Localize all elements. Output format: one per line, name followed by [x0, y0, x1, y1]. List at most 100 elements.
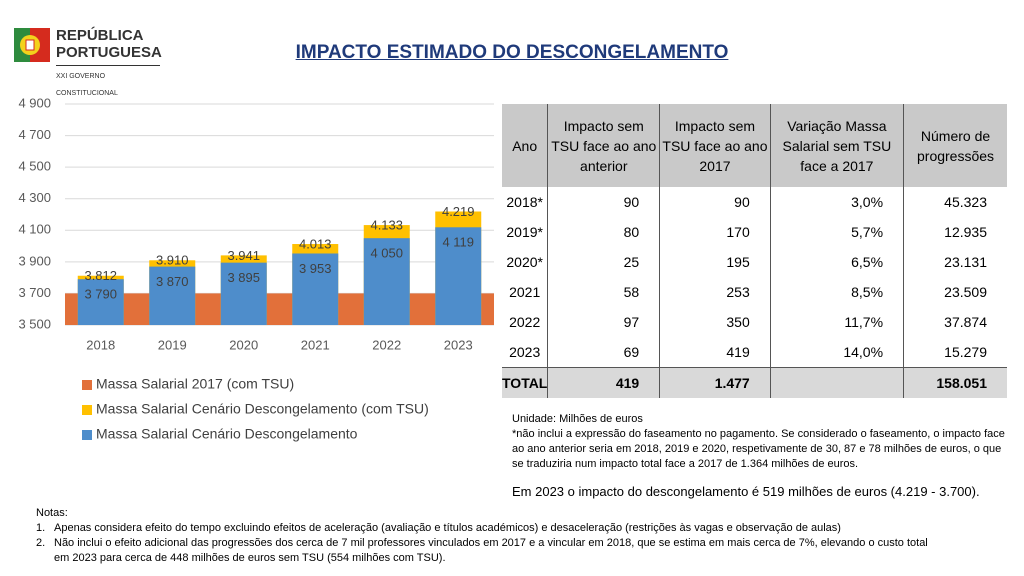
x-tick-label: 2021	[301, 337, 330, 352]
column-header: Ano	[502, 104, 548, 187]
table-cell: 58	[547, 277, 660, 307]
data-label: 4.219	[442, 204, 475, 219]
table-cell: 8,5%	[769, 277, 904, 307]
note-item: 1. Apenas considera efeito do tempo exclu…	[36, 521, 936, 536]
y-tick-label: 3 900	[18, 253, 51, 268]
data-label: 4 119	[442, 235, 474, 250]
table-cell: 195	[659, 247, 771, 277]
data-label: 3 953	[299, 261, 332, 276]
note-text: Apenas considera efeito do tempo excluin…	[54, 522, 841, 534]
bar	[363, 238, 410, 325]
table-cell: 253	[659, 277, 771, 307]
column-header: Número de progressões	[903, 104, 1007, 187]
legend-swatch	[82, 430, 92, 440]
total-cell: 1.477	[659, 367, 771, 398]
title-text: IMPACTO ESTIMADO DO DESCONGELAMENTO	[295, 42, 729, 63]
logo-line: PORTUGUESA	[56, 44, 162, 61]
logo-line: XXI GOVERNO CONSTITUCIONAL	[56, 65, 160, 102]
legend-label: Massa Salarial Cenário Descongelamento	[96, 426, 358, 442]
x-tick-label: 2023	[444, 337, 473, 352]
table-row: 2019* 80 170 5,7% 12.935	[502, 217, 1007, 247]
bar	[292, 253, 339, 325]
table-cell: 5,7%	[769, 217, 904, 247]
total-row: TOTAL 419 1.477 158.051	[502, 367, 1007, 398]
y-tick-label: 4 500	[18, 159, 51, 174]
data-label: 3.941	[227, 248, 260, 263]
table-cell: 2018*	[506, 194, 543, 210]
table-cell: 2023	[509, 344, 541, 360]
legend-swatch	[82, 405, 92, 415]
column-header: Variação Massa Salarial sem TSU face a 2…	[769, 104, 904, 187]
footnote: *não inclui a expressão do faseamento no…	[512, 428, 1005, 470]
table-row: 2020* 25 195 6,5% 23.131	[502, 247, 1007, 277]
table-cell: 69	[547, 337, 660, 368]
title: IMPACTO ESTIMADO DO DESCONGELAMENTO	[0, 42, 1024, 64]
logo-emblem	[14, 28, 50, 62]
legend-label: Massa Salarial Cenário Descongelamento (…	[96, 401, 429, 417]
table-row: 2018* 90 90 3,0% 45.323	[502, 187, 1007, 217]
table-cell: 37.874	[903, 307, 1007, 337]
data-label: 3 870	[156, 274, 189, 289]
data-label: 3 790	[84, 287, 117, 302]
chart: 3 500 3 700 3 900 4 100 4 300 4 500 4 700 4 900…	[18, 95, 494, 442]
notes-list: 1. Apenas considera efeito do tempo exclu…	[36, 521, 936, 566]
notes-heading: Notas:	[36, 507, 68, 519]
logo-line: REPÚBLICA	[56, 27, 144, 44]
table-cell: 2019*	[506, 224, 543, 240]
data-label: 3.812	[84, 268, 117, 283]
note-text: Não inclui o efeito adicional das progre…	[54, 537, 928, 564]
table-cell: 80	[547, 217, 660, 247]
x-tick-label: 2022	[372, 337, 401, 352]
y-tick-label: 4 900	[18, 95, 51, 110]
header-row: Ano Impacto sem TSU face ao ano anterior I…	[502, 104, 1007, 187]
column-header: Impacto sem TSU face ao ano anterior	[547, 104, 660, 187]
y-tick-label: 4 700	[18, 127, 51, 142]
table-cell: 419	[659, 337, 771, 368]
y-tick-label: 4 300	[18, 190, 51, 205]
table-row: 2023 69 419 14,0% 15.279	[502, 337, 1007, 368]
data-label: 4.013	[299, 236, 332, 251]
table-cell: 3,0%	[769, 187, 904, 217]
table-row: 2021 58 253 8,5% 23.509	[502, 277, 1007, 307]
table-cell: 90	[659, 187, 771, 217]
bar	[77, 279, 124, 325]
table-cell: 6,5%	[769, 247, 904, 277]
x-tick-label: 2019	[158, 337, 187, 352]
table-cell: 14,0%	[769, 337, 904, 368]
data-table: Ano Impacto sem TSU face ao ano anterior I…	[502, 104, 1007, 398]
total-cell: TOTAL	[502, 367, 548, 398]
y-tick-label: 3 700	[18, 285, 51, 300]
table-cell: 15.279	[903, 337, 1007, 368]
logo-text: REPÚBLICA PORTUGUESA XXI GOVERNO CONSTIT…	[56, 27, 162, 102]
unit: Unidade: Milhões de euros	[512, 413, 643, 425]
conclusion: Em 2023 o impacto do descongelamento é 5…	[512, 484, 980, 499]
table-cell: 11,7%	[769, 307, 904, 337]
total-cell	[769, 367, 904, 398]
table-cell: 2021	[509, 284, 541, 300]
y-tick-label: 4 100	[18, 222, 51, 237]
table-cell: 2022	[509, 314, 541, 330]
data-label: 4.133	[370, 218, 403, 233]
table-cell: 45.323	[903, 187, 1007, 217]
x-tick-label: 2018	[86, 337, 115, 352]
total-cell: 158.051	[903, 367, 1007, 398]
notes: Notas: 1. Apenas considera efeito do temp…	[36, 506, 936, 566]
table-cell: 350	[659, 307, 771, 337]
total-cell: 419	[547, 367, 660, 398]
table-cell: 25	[547, 247, 660, 277]
legend-label: Massa Salarial 2017 (com TSU)	[96, 376, 294, 392]
table-cell: 12.935	[903, 217, 1007, 247]
bar	[149, 266, 196, 325]
table-cell: 97	[547, 307, 660, 337]
table-cell: 170	[659, 217, 771, 247]
legend-swatch	[82, 380, 92, 390]
bar	[435, 227, 482, 325]
data-label: 4 050	[370, 246, 403, 261]
column-header: Impacto sem TSU face ao ano 2017	[659, 104, 771, 187]
note-number: 2.	[36, 537, 46, 549]
table-cell: 2020*	[506, 254, 543, 270]
table-cell: 23.509	[903, 277, 1007, 307]
data-label: 3.910	[156, 253, 189, 268]
table-row: 2022 97 350 11,7% 37.874	[502, 307, 1007, 337]
